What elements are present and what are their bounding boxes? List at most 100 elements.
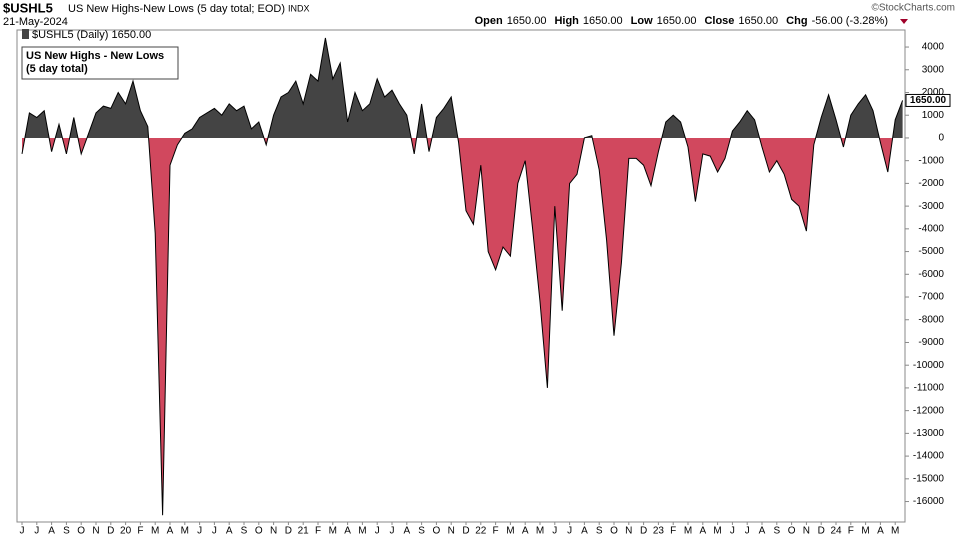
- quote-value: 1650.00: [507, 15, 547, 27]
- x-tick-label: F: [848, 526, 854, 537]
- x-tick-label: J: [567, 526, 572, 537]
- line: [21, 37, 904, 516]
- x-tick-label: A: [877, 526, 884, 537]
- x-tick-label: N: [270, 526, 277, 537]
- x-tick-label: A: [226, 526, 233, 537]
- x-tick-label: S: [418, 526, 425, 537]
- x-tick-label: J: [745, 526, 750, 537]
- quote-value: 1650.00: [738, 15, 778, 27]
- x-tick-label: M: [713, 526, 721, 537]
- x-tick-label: M: [358, 526, 366, 537]
- y-tick-label: -14000: [913, 451, 945, 462]
- x-tick-label: F: [137, 526, 143, 537]
- x-tick-label: S: [63, 526, 70, 537]
- down-arrow: [900, 19, 908, 24]
- y-tick-label: -15000: [913, 473, 945, 484]
- x-tick-label: J: [375, 526, 380, 537]
- y-tick-label: -10000: [913, 360, 945, 371]
- quote-label: Open: [475, 15, 503, 27]
- watermark: ©StockCharts.com: [871, 3, 955, 14]
- y-tick-label: 0: [938, 133, 944, 144]
- x-tick-label: 23: [653, 526, 665, 537]
- x-tick-label: J: [730, 526, 735, 537]
- positive-area: [24, 38, 903, 138]
- x-tick-label: 21: [298, 526, 310, 537]
- annotation-line: US New Highs - New Lows: [26, 50, 164, 62]
- y-tick-label: -5000: [918, 246, 944, 257]
- x-tick-label: M: [891, 526, 899, 537]
- x-tick-label: J: [552, 526, 557, 537]
- x-tick-label: M: [684, 526, 692, 537]
- x-tick-label: M: [329, 526, 337, 537]
- x-tick-label: M: [181, 526, 189, 537]
- x-tick-label: M: [151, 526, 159, 537]
- x-tick-label: A: [699, 526, 706, 537]
- x-tick-label: J: [20, 526, 25, 537]
- x-tick-label: 24: [830, 526, 842, 537]
- y-tick-label: -6000: [918, 269, 944, 280]
- y-tick-label: -12000: [913, 405, 945, 416]
- x-tick-label: O: [77, 526, 85, 537]
- x-tick-label: D: [462, 526, 469, 537]
- x-tick-label: 22: [475, 526, 487, 537]
- date: 21-May-2024: [3, 16, 68, 28]
- y-tick-label: 3000: [922, 64, 945, 75]
- quote-value: -56.00 (-3.28%): [812, 15, 888, 27]
- x-tick-label: N: [448, 526, 455, 537]
- last-value-box: [905, 93, 951, 107]
- x-tick-label: A: [167, 526, 174, 537]
- x-tick-label: D: [285, 526, 292, 537]
- y-tick-label: -4000: [918, 223, 944, 234]
- y-tick-label: -13000: [913, 428, 945, 439]
- x-tick-label: O: [610, 526, 618, 537]
- y-tick-label: -2000: [918, 178, 944, 189]
- x-tick-label: O: [788, 526, 796, 537]
- x-tick-label: D: [107, 526, 114, 537]
- x-tick-label: 20: [120, 526, 132, 537]
- y-tick-label: -11000: [914, 383, 945, 394]
- plot: [21, 37, 904, 516]
- quote-label: Low: [631, 15, 653, 27]
- quote-label: High: [554, 15, 579, 27]
- y-tick-label: -9000: [918, 337, 944, 348]
- x-tick-label: A: [344, 526, 351, 537]
- x-tick-label: O: [255, 526, 263, 537]
- quote: Open 1650.00 High 1650.00 Low 1650.00 Close 165…: [475, 15, 888, 27]
- x-tick-label: M: [536, 526, 544, 537]
- x-tick-label: A: [48, 526, 55, 537]
- plot-frame: [16, 29, 906, 523]
- exchange: INDX: [288, 3, 310, 13]
- y-tick-label: -8000: [918, 314, 944, 325]
- x-tick-label: D: [640, 526, 647, 537]
- quote-value: 1650.00: [583, 15, 623, 27]
- x-tick-label: N: [803, 526, 810, 537]
- x-tick-label: J: [212, 526, 217, 537]
- x-tick-label: J: [390, 526, 395, 537]
- x-tick-label: J: [197, 526, 202, 537]
- legend-swatch: [22, 29, 29, 39]
- legend-entry: $USHL5 (Daily) 1650.00: [32, 29, 151, 41]
- x-tick-label: S: [241, 526, 248, 537]
- x-tick-label: A: [522, 526, 529, 537]
- quote-value: 1650.00: [657, 15, 697, 27]
- x-tick-label: S: [596, 526, 603, 537]
- y-tick-label: -7000: [918, 292, 944, 303]
- quote-label: Chg: [786, 15, 807, 27]
- x-tick-label: M: [506, 526, 514, 537]
- last-value-label: 1650.00: [910, 95, 947, 106]
- x-tick-label: A: [581, 526, 588, 537]
- x-tick-label: F: [670, 526, 676, 537]
- quote-label: Close: [704, 15, 734, 27]
- symbol: $USHL5: [3, 0, 53, 15]
- y-tick-label: -16000: [913, 496, 945, 507]
- x-tick-label: J: [34, 526, 39, 537]
- y-tick-label: 4000: [922, 42, 945, 53]
- annotation-line: (5 day total): [26, 63, 88, 75]
- x-tick-label: N: [625, 526, 632, 537]
- annotation-box: [21, 46, 179, 80]
- x-tick-label: O: [433, 526, 441, 537]
- y-tick-label: 2000: [922, 87, 945, 98]
- x-tick-label: A: [759, 526, 766, 537]
